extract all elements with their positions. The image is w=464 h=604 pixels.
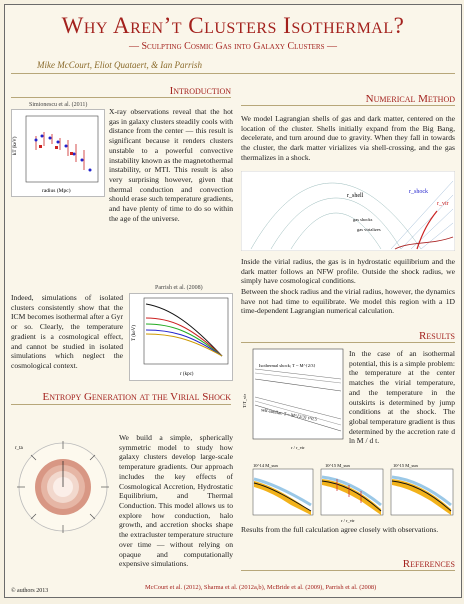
copyright: © authors 2013 bbox=[11, 588, 49, 594]
intro-paragraph-2: Indeed, simulations of isolated clusters… bbox=[11, 293, 123, 371]
panel-xlabel: r / r_vir bbox=[341, 518, 355, 523]
intro-paragraph-1: X-ray observations reveal that the hot g… bbox=[109, 107, 234, 223]
label-rshell: r_shell bbox=[347, 193, 364, 199]
references-heading: References bbox=[241, 558, 455, 571]
references-text: McCourt et al. (2012), Sharma et al. (20… bbox=[145, 584, 377, 591]
method-paragraph-3: Between the shock radius and the virial … bbox=[241, 287, 455, 316]
authors: Mike McCourt, Eliot Quataert, & Ian Parr… bbox=[37, 60, 202, 70]
poster: Why Aren’t Clusters Isothermal? — Sculpt… bbox=[4, 4, 462, 598]
intro-fig2-xlabel: r (kpc) bbox=[180, 372, 194, 377]
results-paragraph-2: Results from the full calculation agree … bbox=[241, 525, 439, 534]
entropy-fig-label: r_ta bbox=[15, 446, 24, 451]
lagrangian-shell-diagram: r_shell r_shock r_vir gas shocks gas vir… bbox=[241, 171, 455, 251]
isolated-simulation-plot: T (keV) r (kpc) bbox=[129, 293, 233, 381]
poster-title: Why Aren’t Clusters Isothermal? bbox=[61, 13, 405, 38]
results-heading: Results bbox=[241, 330, 455, 343]
method-heading: Numerical Method bbox=[241, 93, 455, 106]
panel-3-title: 10^15 M_sun bbox=[393, 463, 418, 468]
method-paragraph-2: Inside the virial radius, the gas is in … bbox=[241, 257, 455, 286]
panel-1-title: 10^14 M_sun bbox=[253, 463, 278, 468]
intro-fig-ylabel: kT (keV) bbox=[13, 136, 18, 155]
results-panels: 10^14 M_sun 10^15 M_sun 10^15 M_sun r / … bbox=[252, 463, 454, 523]
intro-fig-caption: Simionescu et al. (2011) bbox=[29, 102, 88, 108]
poster-subtitle: — Sculpting Cosmic Gas into Galaxy Clust… bbox=[128, 41, 337, 52]
spherical-model-diagram: r_ta bbox=[15, 441, 109, 533]
intro-fig-xlabel: radius (Mpc) bbox=[42, 187, 71, 194]
panel-1: 10^14 M_sun bbox=[252, 463, 314, 516]
method-paragraph-1: We model Lagrangian shells of gas and da… bbox=[241, 114, 455, 162]
entropy-paragraph: We build a simple, spherically symmetric… bbox=[119, 433, 233, 569]
label-rshock: r_shock bbox=[409, 189, 428, 195]
panel-2-title: 10^15 M_sun bbox=[325, 463, 350, 468]
label-gas-shocks: gas shocks bbox=[353, 217, 373, 222]
intro-heading: Introduction bbox=[11, 85, 231, 98]
results-top-label-1: Isothermal shock; T ~ M^{2/3} bbox=[259, 363, 316, 368]
intro-fig2-ylabel: T (keV) bbox=[132, 325, 137, 341]
intro-fig2-caption: Parrish et al. (2008) bbox=[155, 285, 203, 291]
observed-temperature-plot: kT (keV) radius (Mpc) bbox=[11, 109, 105, 197]
isothermal-shock-plot: Isothermal shock; T ~ M^{2/3} self-simil… bbox=[242, 348, 344, 450]
label-gas-virializes: gas virializes bbox=[357, 227, 381, 232]
title-rule bbox=[11, 73, 455, 74]
results-paragraph-1: In the case of an isothermal potential, … bbox=[349, 349, 455, 446]
panel-3: 10^15 M_sun bbox=[390, 463, 454, 516]
entropy-heading: Entropy Generation at the Virial Shock bbox=[11, 391, 231, 405]
label-rvir: r_vir bbox=[437, 201, 449, 207]
results-top-ylabel: T/T_vir bbox=[242, 394, 247, 408]
results-top-xlabel: r / r_vir bbox=[291, 445, 305, 450]
panel-2: 10^15 M_sun bbox=[320, 463, 384, 516]
